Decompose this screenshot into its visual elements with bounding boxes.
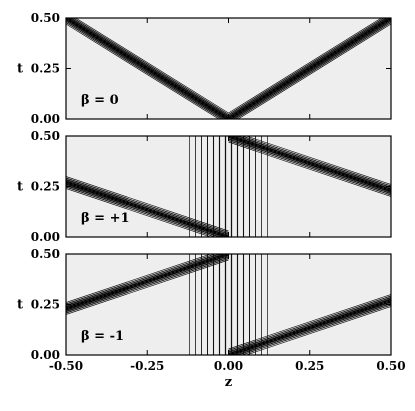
y-tick-label: 0.25 — [31, 298, 60, 312]
soliton-core — [228, 136, 391, 192]
soliton-contour-line — [66, 258, 229, 314]
x-tick-label: -0.50 — [49, 359, 83, 373]
x-tick-label: 0.50 — [376, 359, 405, 373]
plot-background — [66, 136, 391, 237]
soliton-core — [66, 181, 229, 237]
plot-background — [66, 18, 391, 119]
soliton-contour-line — [245, 136, 391, 185]
panel-1: 0.00 0.25 0.50 t β = 0 — [17, 11, 392, 126]
soliton-contour-line — [66, 176, 229, 232]
y-tick-label: 0.50 — [31, 11, 60, 25]
y-tick-label: 0.00 — [31, 348, 60, 362]
soliton-core — [66, 254, 229, 310]
soliton-contour-line — [235, 302, 391, 355]
x-axis-label: z — [225, 375, 232, 390]
soliton-contour-line — [66, 18, 391, 119]
soliton-core — [228, 299, 391, 355]
beta-annotation: β = -1 — [81, 329, 124, 344]
plot-background — [66, 254, 391, 355]
contour-group — [66, 136, 391, 237]
soliton-contour-line — [228, 295, 391, 351]
soliton-contour-line — [66, 254, 212, 303]
x-tick-label: 0.25 — [295, 359, 324, 373]
panel-2: 0.00 0.25 0.50 t β = +1 — [17, 129, 392, 244]
soliton-contour-line — [66, 23, 391, 119]
beta-annotation: β = 0 — [81, 93, 119, 108]
soliton-contour-line — [228, 138, 391, 195]
y-axis-label: t — [17, 180, 23, 195]
soliton-contour-line — [240, 304, 391, 355]
soliton-contour-line — [66, 20, 391, 119]
soliton-contour-line — [66, 254, 217, 305]
soliton-contour-line — [66, 186, 217, 237]
soliton-contour-line — [66, 177, 229, 233]
soliton-contour-line — [66, 256, 229, 313]
soliton-contour-line — [228, 294, 391, 350]
soliton-contour-line — [240, 136, 391, 187]
soliton-contour-line — [66, 259, 229, 315]
y-axis-label: t — [17, 298, 23, 313]
soliton-contour-line — [245, 306, 391, 355]
y-tick-label: 0.25 — [31, 180, 60, 194]
soliton-contour-line — [228, 141, 391, 197]
soliton-contour-line — [66, 178, 229, 235]
soliton-contour-line — [235, 136, 391, 189]
soliton-contour-line — [66, 254, 222, 307]
soliton-contour-line — [66, 22, 391, 119]
soliton-contour-line — [228, 296, 391, 353]
soliton-contour-line — [66, 184, 222, 237]
y-tick-label: 0.00 — [31, 112, 60, 126]
soliton-contour-line — [66, 188, 212, 237]
soliton-contour-line — [74, 18, 383, 114]
y-tick-label: 0.25 — [31, 62, 60, 76]
soliton-contour-line — [228, 140, 391, 196]
panel-3: 0.00 0.25 0.50 -0.50 -0.25 0.00 0.25 0.50 t z β = … — [17, 247, 406, 390]
y-tick-label: 0.00 — [31, 230, 60, 244]
x-tick-label: 0.00 — [214, 359, 243, 373]
y-axis-label: t — [17, 62, 23, 77]
contour-group — [66, 254, 391, 355]
y-tick-label: 0.50 — [31, 247, 60, 261]
beta-annotation: β = +1 — [81, 211, 130, 226]
y-tick-label: 0.50 — [31, 129, 60, 143]
x-tick-label: -0.25 — [130, 359, 164, 373]
